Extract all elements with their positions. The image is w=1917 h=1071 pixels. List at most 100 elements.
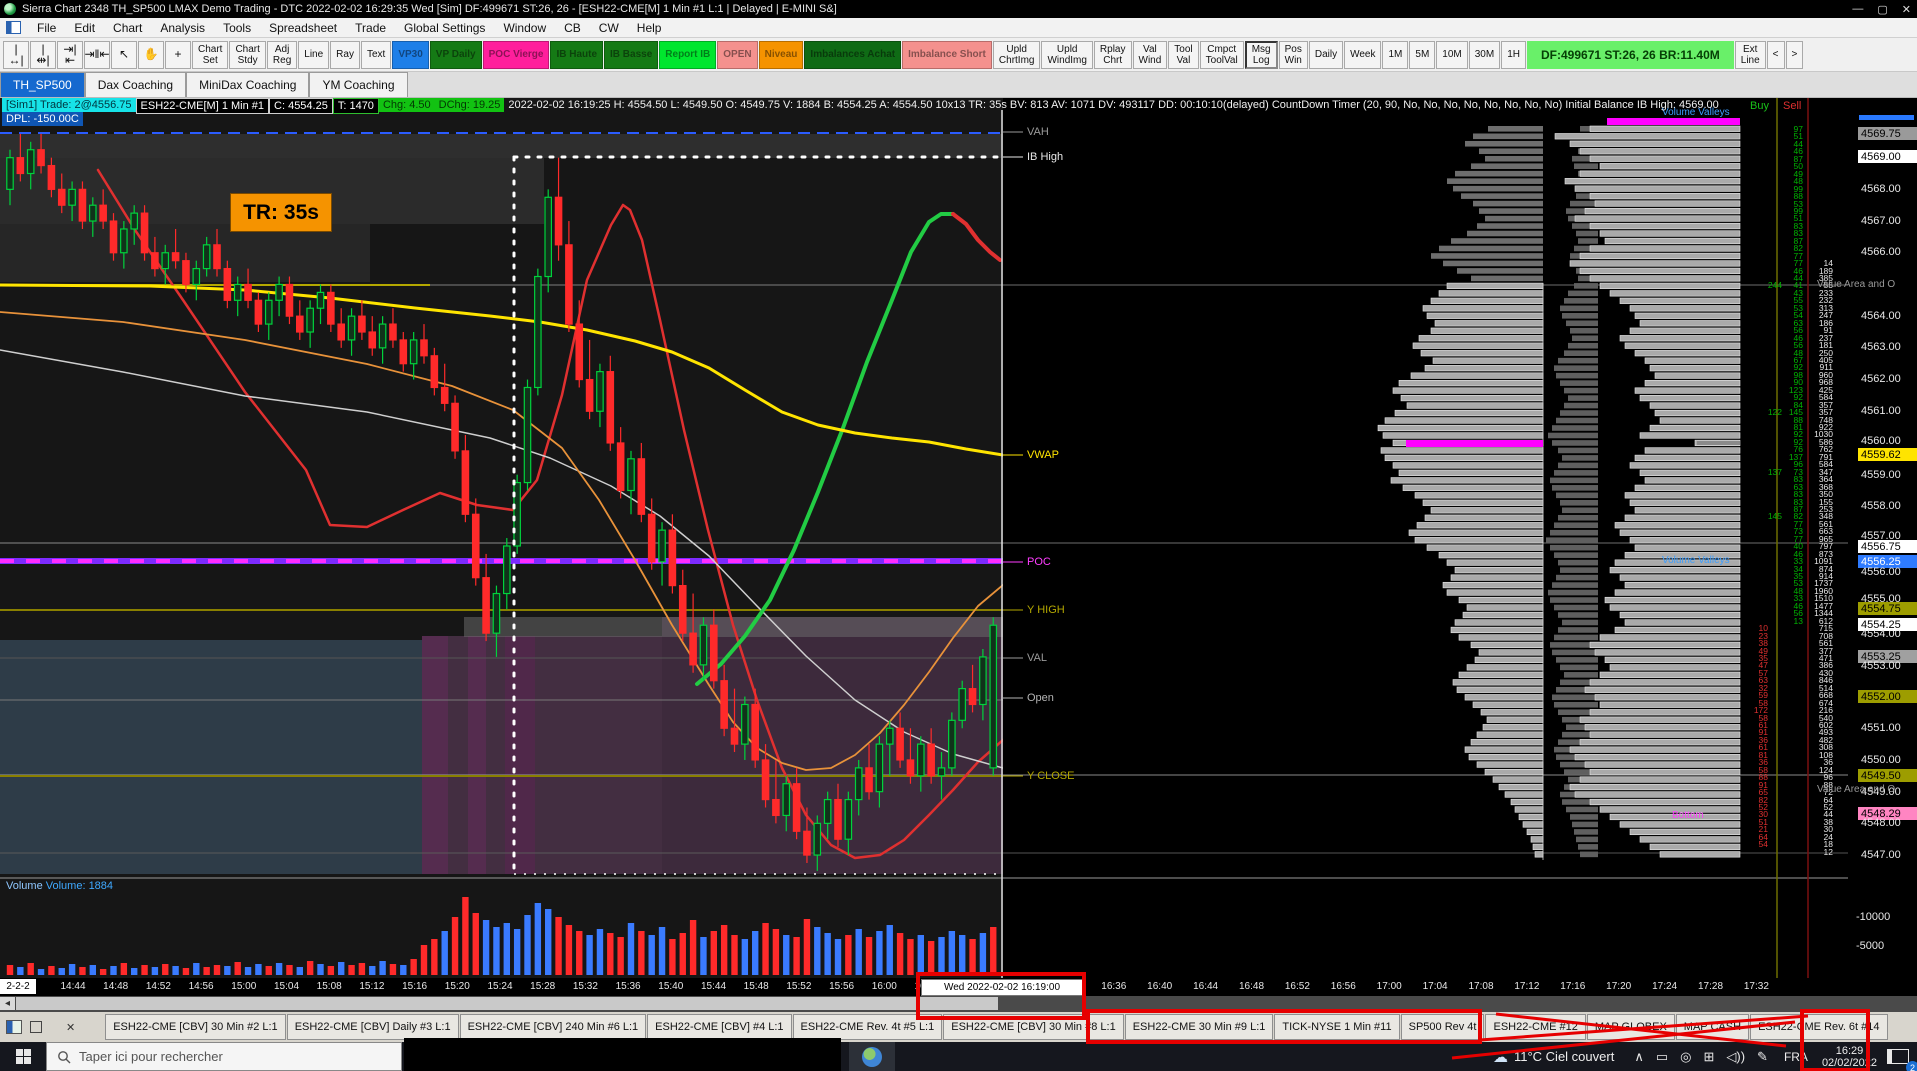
- chart-window-tab-esh22-cme-rev-4t-5-l-1[interactable]: ESH22-CME Rev. 4t #5 L:1: [792, 1014, 943, 1040]
- pen-icon[interactable]: ✎: [1757, 1048, 1768, 1064]
- chart-window-tab-tick-nyse-1-min-11[interactable]: TICK-NYSE 1 Min #11: [1274, 1014, 1400, 1040]
- language-indicator[interactable]: FRA: [1783, 1049, 1808, 1064]
- toolbar-button-msg-log[interactable]: Msg Log: [1244, 40, 1278, 69]
- speaker-icon[interactable]: ◁)): [1726, 1048, 1746, 1064]
- toolbar-button-upld-windimg[interactable]: Upld WindImg: [1041, 40, 1093, 69]
- window-menu-icon[interactable]: [6, 21, 21, 34]
- toolbar-icon-button-4[interactable]: ↖: [111, 40, 137, 69]
- menu-bar: File Edit Chart Analysis Tools Spreadsheet Tra…: [0, 18, 1917, 38]
- toolbar-button-pos-win[interactable]: Pos Win: [1278, 40, 1308, 69]
- minimize-button[interactable]: —: [1852, 3, 1864, 15]
- toolbar-button-poc-vierge[interactable]: POC Vierge: [482, 40, 550, 69]
- toolbar-button-chart-set[interactable]: Chart Set: [192, 40, 229, 69]
- toolbar-icon-button-0[interactable]: |↔|: [3, 40, 29, 69]
- chart-window-tab-map-globex[interactable]: MAP GLOBEX: [1586, 1014, 1675, 1040]
- close-window-icon[interactable]: ✕: [66, 1021, 76, 1034]
- menu-item-edit[interactable]: Edit: [74, 20, 96, 35]
- title-bar: Sierra Chart 2348 TH_SP500 LMAX Demo Tra…: [0, 0, 1917, 18]
- chart-window-tab-esh22-cme-30-min-9-l-1[interactable]: ESH22-CME 30 Min #9 L:1: [1124, 1014, 1274, 1040]
- menu-item-cw[interactable]: CW: [598, 20, 619, 35]
- toolbar-button-10m[interactable]: 10M: [1436, 40, 1468, 69]
- chart-window-tab-esh22-cme-cbv-30-min-2-l-1[interactable]: ESH22-CME [CBV] 30 Min #2 L:1: [105, 1014, 286, 1040]
- chart-window-tab-esh22-cme-cbv-30-min-8-l-1[interactable]: ESH22-CME [CBV] 30 Min #8 L:1: [943, 1014, 1124, 1040]
- toolbar-icon-button-6[interactable]: +: [165, 40, 191, 69]
- chartbook-tab-th_sp500[interactable]: TH_SP500: [0, 72, 85, 97]
- toolbar-button-vp-daily[interactable]: VP Daily: [429, 40, 482, 69]
- network-icon[interactable]: ⊞: [1703, 1048, 1715, 1064]
- menu-item-file[interactable]: File: [37, 20, 57, 35]
- app-small-icon[interactable]: [6, 1020, 22, 1034]
- toolbar-button-imbalances-achat[interactable]: Imbalances Achat: [804, 40, 902, 69]
- toolbar-button-1h[interactable]: 1H: [1501, 40, 1526, 69]
- toolbar-button--[interactable]: >: [1785, 40, 1804, 69]
- chart-window-tab-esh22-cme-rev-6t-14[interactable]: ESH22-CME Rev. 6t #14: [1750, 1014, 1888, 1040]
- menu-item-window[interactable]: Window: [503, 20, 547, 35]
- toolbar-button-week[interactable]: Week: [1344, 40, 1382, 69]
- chart-window-tab-esh22-cme-cbv-4-l-1[interactable]: ESH22-CME [CBV] #4 L:1: [647, 1014, 792, 1040]
- chartbook-tab-ym-coaching[interactable]: YM Coaching: [309, 72, 408, 97]
- chart-window-tab-esh22-cme-12[interactable]: ESH22-CME #12: [1485, 1014, 1586, 1040]
- menu-item-chart[interactable]: Chart: [113, 20, 143, 35]
- toolbar-button-adj-reg[interactable]: Adj Reg: [266, 40, 298, 69]
- chart-window-tab-map-cash[interactable]: MAP CASH: [1675, 1014, 1750, 1040]
- toolbar-button-ib-haute[interactable]: IB Haute: [550, 40, 604, 69]
- chevron-up-icon[interactable]: ∧: [1634, 1048, 1644, 1064]
- chartbook-tab-minidax-coaching[interactable]: MiniDax Coaching: [186, 72, 310, 97]
- toolbar-button-1m[interactable]: 1M: [1382, 40, 1409, 69]
- menu-item-spreadsheet[interactable]: Spreadsheet: [269, 20, 338, 35]
- taskbar-search-input[interactable]: Taper ici pour rechercher: [46, 1042, 402, 1071]
- weather-cloud-icon[interactable]: ☁: [1492, 1048, 1508, 1066]
- time-axis[interactable]: 2-2-2 14:44 14:48 14:52 14:56 15:00 15:04 15:08…: [0, 978, 1917, 996]
- toolbar-button-text[interactable]: Text: [360, 40, 392, 69]
- toolbar-button-open[interactable]: OPEN: [717, 40, 758, 69]
- chart-window-tab-sp500-rev-4t[interactable]: SP500 Rev 4t: [1400, 1014, 1485, 1040]
- onedrive-icon[interactable]: ◎: [1680, 1048, 1692, 1064]
- toolbar-button-30m[interactable]: 30M: [1468, 40, 1501, 69]
- toolbar-button-niveau[interactable]: Niveau: [758, 40, 804, 69]
- taskbar-clock[interactable]: 16:29 02/02/2022: [1822, 1045, 1877, 1069]
- toolbar-button-ray[interactable]: Ray: [330, 40, 360, 69]
- menu-item-tools[interactable]: Tools: [223, 20, 252, 35]
- toolbar-button-line[interactable]: Line: [298, 40, 330, 69]
- toolbar-button-upld-chrtimg[interactable]: Upld ChrtImg: [992, 40, 1041, 69]
- dom-total-volume: 14: [1823, 258, 1833, 269]
- toolbar-button--[interactable]: <: [1766, 40, 1785, 69]
- toolbar-button-vp30[interactable]: VP30: [392, 40, 429, 69]
- price-scale-4548-29: 4548.29: [1858, 807, 1917, 820]
- close-button[interactable]: ✕: [1901, 3, 1911, 16]
- toolbar-button-5m[interactable]: 5M: [1409, 40, 1436, 69]
- candlestick-pane[interactable]: [0, 98, 1003, 996]
- chart-window-tab-esh22-cme-cbv-240-min-6-l-1[interactable]: ESH22-CME [CBV] 240 Min #6 L:1: [459, 1014, 647, 1040]
- notification-center-button[interactable]: 2: [1881, 1042, 1917, 1071]
- toolbar-button-tool-val[interactable]: Tool Val: [1168, 40, 1199, 69]
- weather-label[interactable]: 11°C Ciel couvert: [1513, 1049, 1615, 1064]
- toolbar-button-report-ib[interactable]: Report IB: [659, 40, 717, 69]
- menu-item-cb[interactable]: CB: [564, 20, 581, 35]
- scrollbar-thumb[interactable]: [16, 997, 998, 1010]
- toolbar-button-rplay-chrt[interactable]: Rplay Chrt: [1093, 40, 1132, 69]
- toolbar-button-cmpct-toolval[interactable]: Cmpct ToolVal: [1199, 40, 1244, 69]
- toolbar-icon-button-5[interactable]: ✋: [138, 40, 164, 69]
- menu-item-global-settings[interactable]: Global Settings: [404, 20, 486, 35]
- maximize-button[interactable]: ▢: [1877, 3, 1888, 16]
- toolbar-button-val-wind[interactable]: Val Wind: [1132, 40, 1168, 69]
- toolbar-button-ib-basse[interactable]: IB Basse: [604, 40, 659, 69]
- start-button[interactable]: [0, 1042, 46, 1071]
- menu-item-analysis[interactable]: Analysis: [160, 20, 206, 35]
- toolbar-icon-button-2[interactable]: ⇥|⇤: [57, 40, 83, 69]
- menu-item-trade[interactable]: Trade: [355, 20, 387, 35]
- toolbar-icon-button-1[interactable]: |⇹|: [30, 40, 56, 69]
- chartbook-tab-dax-coaching[interactable]: Dax Coaching: [84, 72, 187, 97]
- chart-window-tab-esh22-cme-cbv-daily-3-l-1[interactable]: ESH22-CME [CBV] Daily #3 L:1: [286, 1014, 459, 1040]
- battery-icon[interactable]: ▭: [1655, 1048, 1669, 1064]
- toolbar-button-chart-stdy[interactable]: Chart Stdy: [229, 40, 266, 69]
- toolbar-button-ext-line[interactable]: Ext Line: [1734, 40, 1766, 69]
- toolbar-button-imbalance-short[interactable]: Imbalance Short: [902, 40, 992, 69]
- restore-window-icon[interactable]: [30, 1021, 42, 1033]
- menu-item-help[interactable]: Help: [636, 20, 662, 35]
- browser-app-button[interactable]: [849, 1042, 895, 1071]
- scroll-left-arrow[interactable]: ◂: [0, 997, 15, 1010]
- toolbar-icon-button-3[interactable]: ⇥‖⇤: [84, 40, 110, 69]
- toolbar-button-daily[interactable]: Daily: [1308, 40, 1344, 69]
- horizontal-scrollbar[interactable]: ◂: [0, 996, 1917, 1012]
